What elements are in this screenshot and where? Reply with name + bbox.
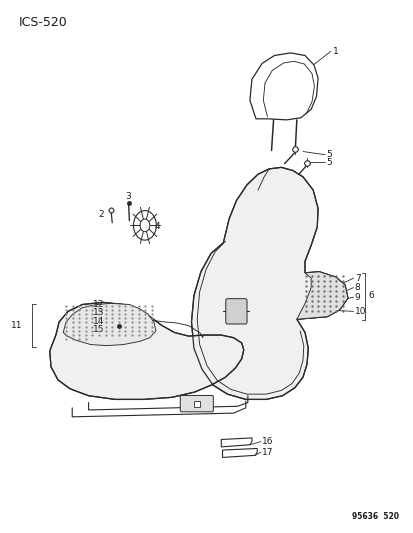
FancyBboxPatch shape	[180, 395, 213, 412]
Text: 5: 5	[325, 150, 331, 159]
Text: 1: 1	[332, 47, 338, 56]
Polygon shape	[50, 302, 243, 399]
Polygon shape	[191, 167, 347, 399]
Text: ICS-520: ICS-520	[19, 16, 68, 29]
Polygon shape	[63, 303, 156, 345]
Text: 11: 11	[11, 321, 22, 330]
Text: 13: 13	[93, 309, 104, 318]
Text: 9: 9	[354, 293, 360, 302]
FancyBboxPatch shape	[225, 298, 247, 324]
Text: 12: 12	[93, 300, 104, 309]
Text: 6: 6	[368, 291, 373, 300]
Text: 4: 4	[154, 222, 160, 231]
Text: 3: 3	[126, 191, 131, 200]
Text: 7: 7	[354, 273, 360, 282]
Text: 8: 8	[354, 283, 360, 292]
Text: 15: 15	[93, 325, 104, 334]
Polygon shape	[296, 272, 347, 319]
Text: 2: 2	[98, 211, 104, 219]
Text: 14: 14	[93, 317, 104, 326]
Text: 95636  520: 95636 520	[351, 512, 398, 521]
Text: 10: 10	[354, 307, 366, 316]
Text: 16: 16	[261, 437, 273, 446]
Text: 5: 5	[325, 158, 331, 167]
Text: 17: 17	[261, 448, 273, 457]
